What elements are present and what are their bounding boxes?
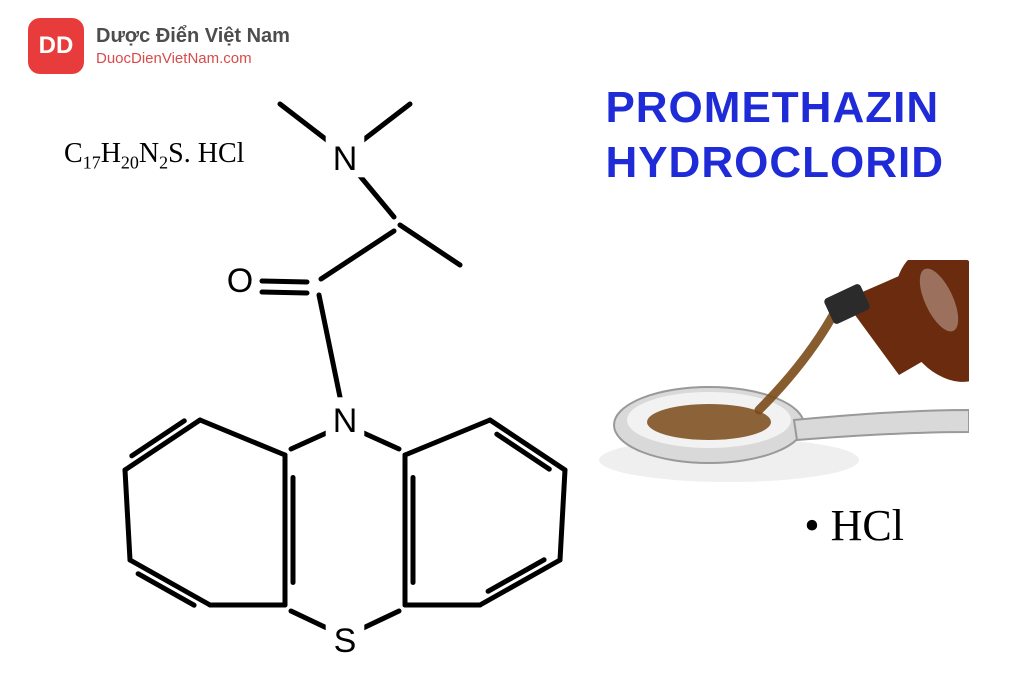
logo-badge: DD xyxy=(28,18,84,74)
logo-text: Dược Điển Việt Nam DuocDienVietNam.com xyxy=(96,25,290,67)
chemical-structure: N O N S xyxy=(30,90,590,680)
medicine-photo xyxy=(599,260,969,500)
svg-text:N: N xyxy=(333,140,358,178)
brand-name: Dược Điển Việt Nam xyxy=(96,25,290,48)
compound-title: PROMETHAZIN HYDROCLORID xyxy=(605,80,944,190)
svg-text:O: O xyxy=(227,262,253,300)
svg-text:N: N xyxy=(333,402,358,440)
svg-text:S: S xyxy=(334,622,357,660)
salt-annotation: • HCl xyxy=(804,500,904,551)
site-url: DuocDienVietNam.com xyxy=(96,50,290,67)
title-line-2: HYDROCLORID xyxy=(605,135,944,190)
title-line-1: PROMETHAZIN xyxy=(605,80,944,135)
logo-block: DD Dược Điển Việt Nam DuocDienVietNam.co… xyxy=(28,18,290,74)
